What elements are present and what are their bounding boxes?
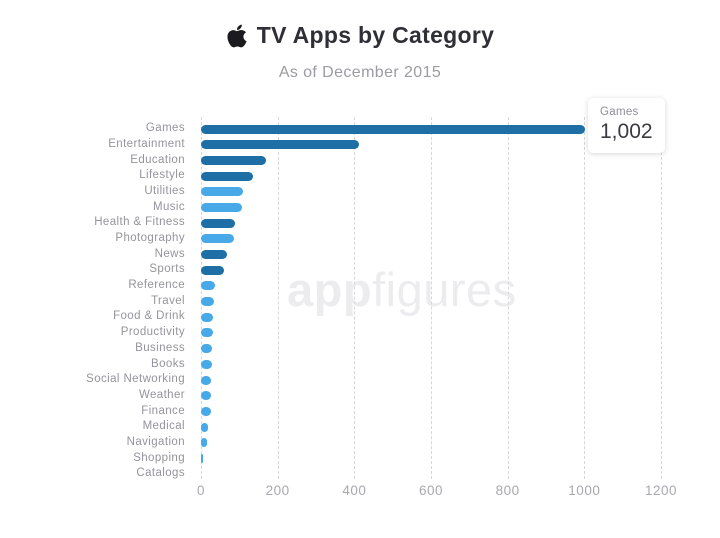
page-title-text: TV Apps by Category xyxy=(256,22,495,48)
gridline-x-600 xyxy=(431,117,432,479)
category-label: Social Networking xyxy=(86,373,185,386)
category-label: Travel xyxy=(151,294,185,307)
category-label: Navigation xyxy=(126,435,185,448)
page-title: TV Apps by Category xyxy=(226,22,494,49)
category-label: Games xyxy=(145,122,185,135)
x-axis-tick-label: 200 xyxy=(265,483,290,498)
header: TV Apps by Category As of December 2015 xyxy=(0,22,720,82)
bar[interactable] xyxy=(201,453,204,463)
category-label: Music xyxy=(152,200,185,213)
category-label: Entertainment xyxy=(108,137,185,150)
watermark-light: figures xyxy=(372,263,517,316)
bar[interactable] xyxy=(201,156,267,165)
gridline-x-400 xyxy=(354,117,356,479)
category-label: Finance xyxy=(141,404,185,417)
category-label: Food & Drink xyxy=(113,310,185,323)
bar[interactable] xyxy=(201,234,234,244)
gridline-x-200 xyxy=(277,117,279,479)
category-label: News xyxy=(154,247,185,260)
apple-logo-icon xyxy=(226,23,248,49)
bar[interactable] xyxy=(201,250,228,260)
bar[interactable] xyxy=(201,171,253,181)
bar[interactable] xyxy=(201,359,212,369)
bar[interactable] xyxy=(201,422,208,432)
category-label: Photography xyxy=(115,232,185,245)
category-label: Medical xyxy=(142,420,185,433)
bar[interactable] xyxy=(201,438,208,448)
category-label: Reference xyxy=(128,279,185,292)
bar[interactable] xyxy=(201,375,212,385)
category-label: Education xyxy=(130,153,185,166)
bar[interactable] xyxy=(201,297,215,307)
x-axis-tick-label: 1000 xyxy=(568,483,601,498)
bar[interactable] xyxy=(201,391,211,401)
bar[interactable] xyxy=(201,203,243,213)
gridline-x-1000 xyxy=(584,117,586,479)
watermark-bold: app xyxy=(287,263,373,316)
bar[interactable] xyxy=(201,187,244,197)
page-subtitle: As of December 2015 xyxy=(278,63,442,81)
bar[interactable] xyxy=(201,140,360,150)
x-axis-tick-label: 400 xyxy=(342,483,367,498)
bar[interactable] xyxy=(201,328,213,338)
category-label: Utilities xyxy=(144,185,185,198)
category-label: Shopping xyxy=(133,451,185,464)
bar[interactable] xyxy=(201,124,586,134)
bar[interactable] xyxy=(201,312,213,322)
category-label: Books xyxy=(151,357,185,370)
gridline-x-1200 xyxy=(661,117,662,479)
category-label: Business xyxy=(135,341,185,354)
tooltip-category-label: Games xyxy=(600,106,639,118)
category-label: Productivity xyxy=(120,326,185,339)
category-label: Weather xyxy=(138,388,185,401)
bar[interactable] xyxy=(201,265,225,275)
x-axis-tick-label: 1200 xyxy=(644,483,678,498)
bar[interactable] xyxy=(201,406,211,416)
gridline-x-800 xyxy=(507,117,509,479)
bar[interactable] xyxy=(201,218,236,228)
x-axis-tick-label: 800 xyxy=(495,483,520,498)
category-label: Lifestyle xyxy=(139,169,185,182)
category-label: Health & Fitness xyxy=(94,216,185,229)
x-axis-tick-label: 0 xyxy=(196,483,205,498)
x-axis-tick-label: 600 xyxy=(418,483,444,498)
tooltip: Games 1,002 xyxy=(588,98,665,153)
category-label: Sports xyxy=(149,263,185,276)
bar[interactable] xyxy=(201,281,216,291)
bar[interactable] xyxy=(201,344,213,354)
category-label: Catalogs xyxy=(136,467,185,480)
watermark: appfigures xyxy=(287,266,517,313)
tooltip-value: 1,002 xyxy=(600,120,653,143)
